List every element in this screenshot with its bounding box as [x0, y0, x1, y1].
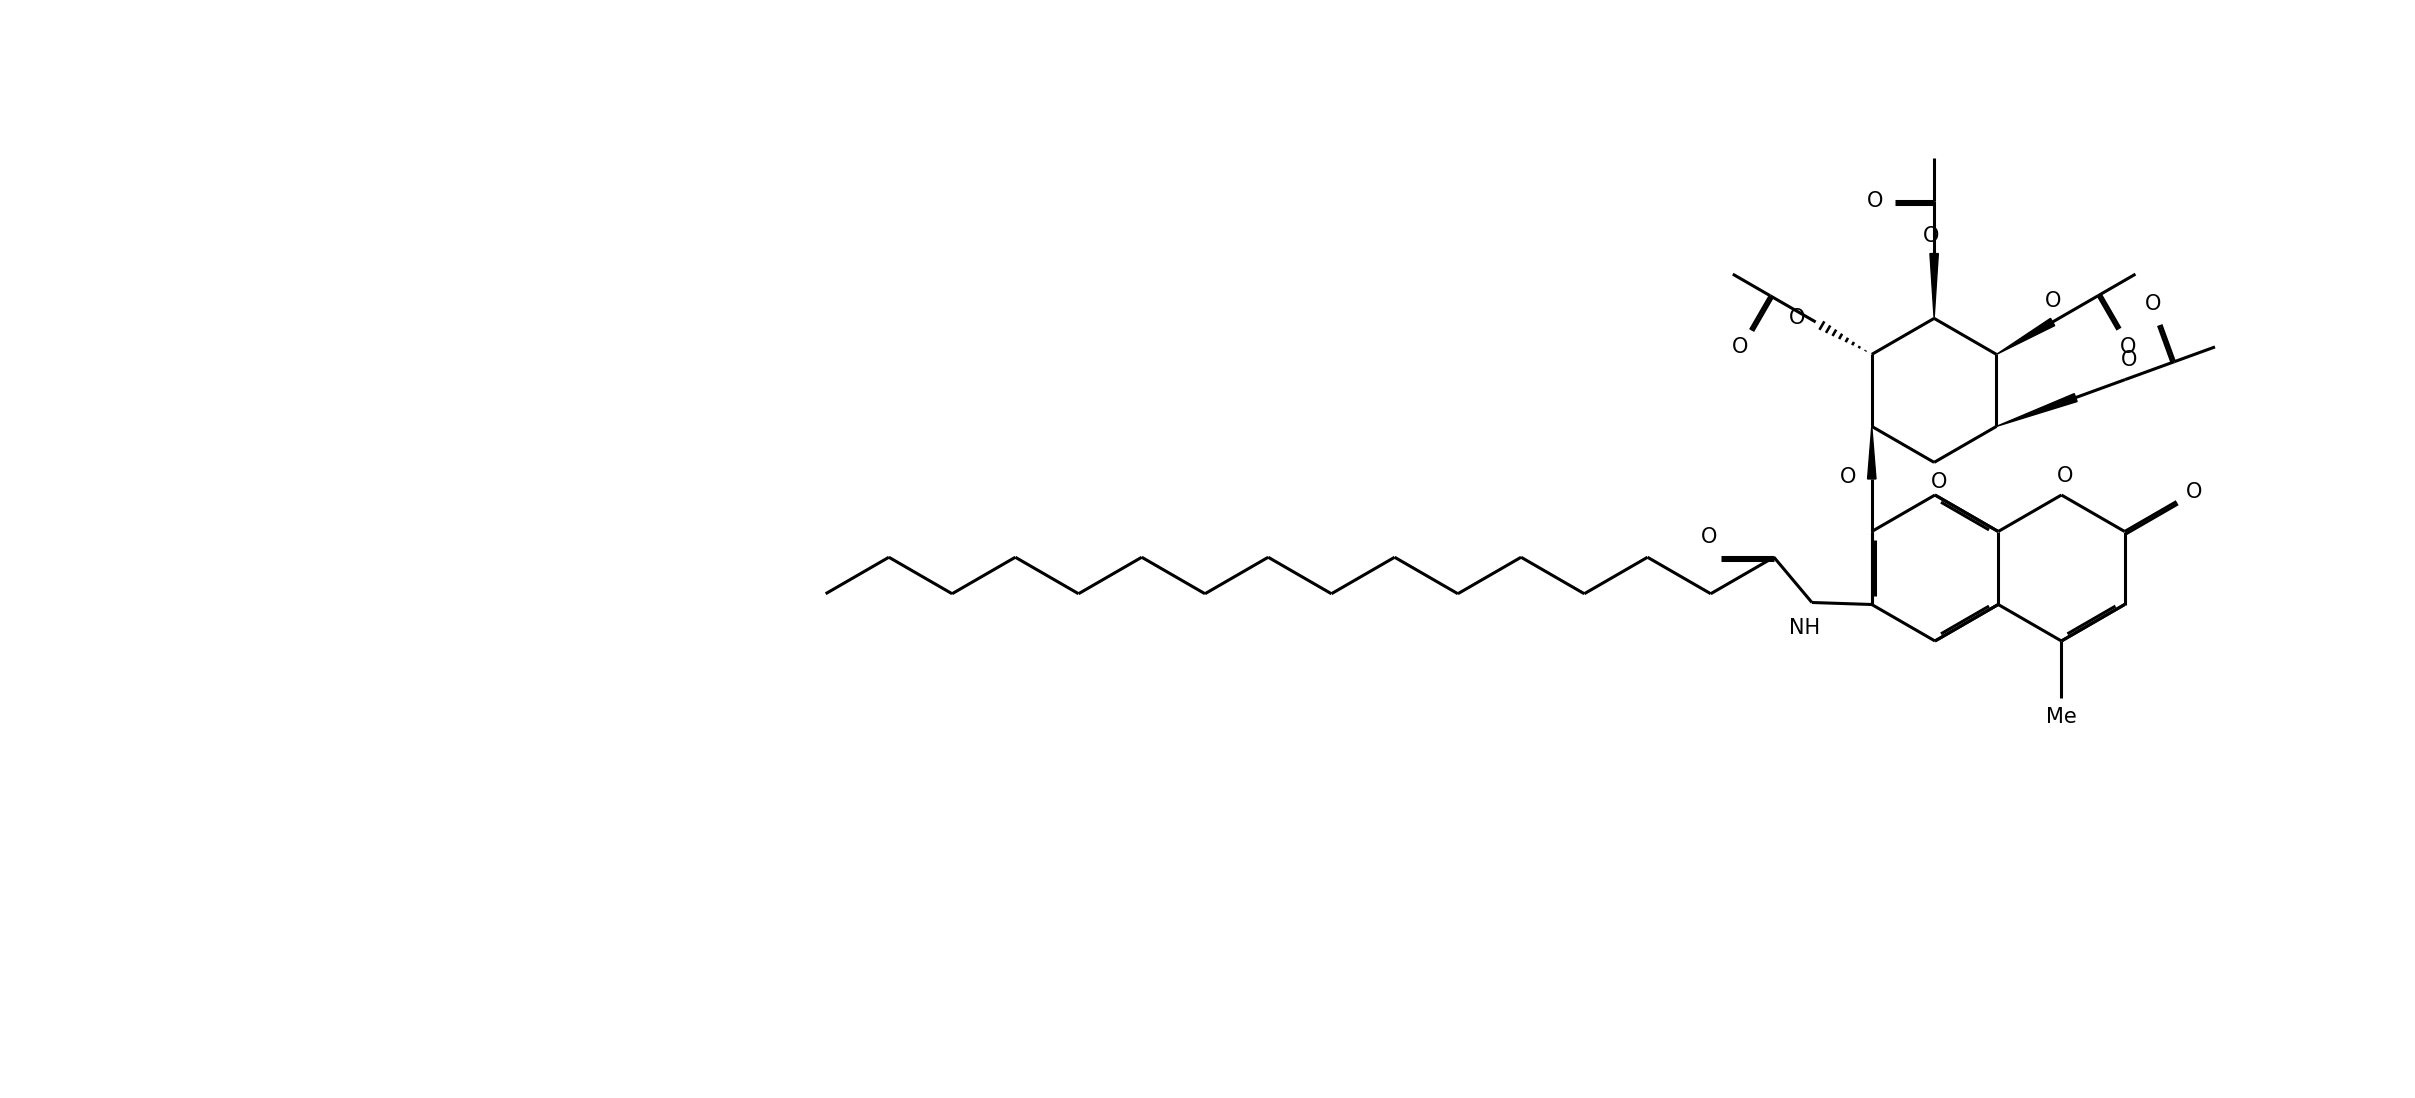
Text: O: O: [2145, 294, 2161, 314]
Text: O: O: [1732, 337, 1748, 357]
Text: O: O: [2120, 349, 2137, 370]
Polygon shape: [1867, 426, 1876, 479]
Polygon shape: [1997, 318, 2055, 355]
Text: O: O: [1790, 307, 1804, 328]
Text: O: O: [2058, 466, 2074, 486]
Text: O: O: [2120, 337, 2135, 357]
Text: O: O: [1700, 527, 1717, 547]
Text: O: O: [2046, 291, 2060, 311]
Text: O: O: [1840, 467, 1857, 486]
Text: NH: NH: [1790, 617, 1821, 638]
Text: O: O: [1867, 191, 1884, 211]
Polygon shape: [1930, 254, 1939, 318]
Text: O: O: [1922, 225, 1939, 246]
Text: O: O: [2186, 482, 2202, 502]
Text: O: O: [1932, 472, 1946, 492]
Polygon shape: [1997, 393, 2077, 426]
Text: Me: Me: [2046, 707, 2077, 727]
